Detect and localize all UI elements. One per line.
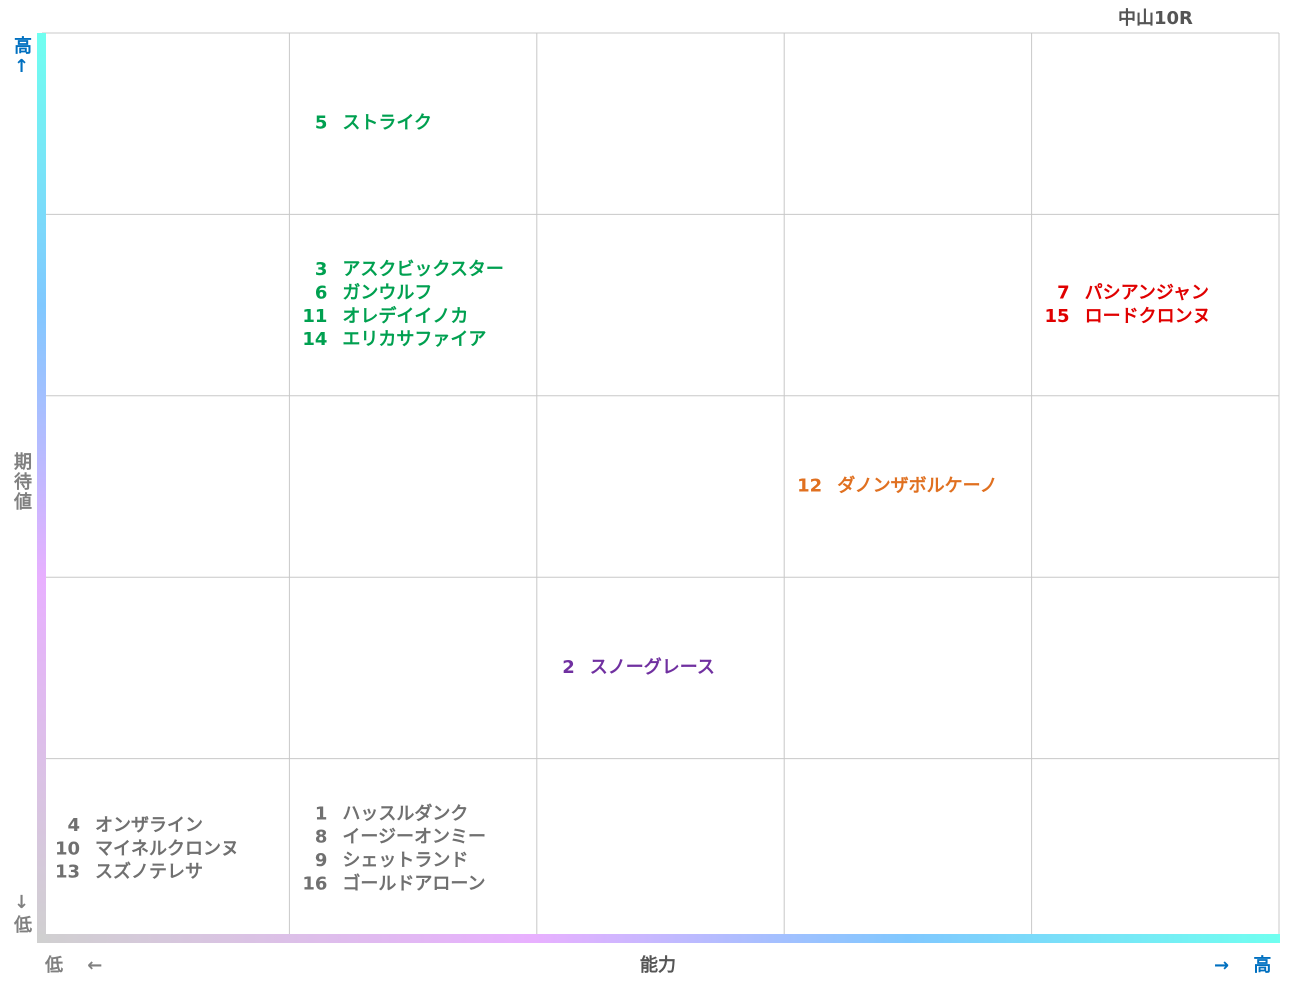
- y-axis-low: ↓低: [11, 892, 32, 935]
- entry-number: 2: [562, 657, 575, 678]
- title: 中山10R: [1118, 8, 1193, 29]
- entry-name: ガンウルフ: [342, 282, 432, 303]
- x-axis-label: 能力: [640, 955, 676, 976]
- entry-name: マイネルクロンヌ: [95, 838, 239, 859]
- entry-name: イージーオンミー: [342, 827, 486, 848]
- entry-number: 6: [315, 282, 328, 303]
- y-axis-bar: [37, 33, 46, 942]
- grid-lines: [41, 32, 1280, 941]
- entry-number: 4: [67, 815, 80, 836]
- entry-number: 12: [797, 476, 822, 497]
- y-axis-high: 高↑: [11, 36, 32, 79]
- entry-name: スズノテレサ: [95, 861, 203, 883]
- entry-name: エリカサファイア: [342, 329, 486, 350]
- entry-number: 5: [315, 113, 328, 134]
- y-axis-label: 期待値: [11, 452, 32, 512]
- entry-name: シェットランド: [342, 850, 468, 871]
- entry-number: 8: [315, 827, 328, 848]
- entry-number: 11: [302, 306, 327, 327]
- x-axis-bar: [37, 934, 1280, 943]
- entry-name: スノーグレース: [590, 656, 715, 678]
- entry-name: ストライク: [342, 113, 432, 134]
- entry-number: 3: [315, 259, 328, 280]
- entry-number: 14: [302, 329, 327, 350]
- entry-name: ゴールドアローン: [342, 872, 485, 894]
- entry-name: アスクビックスター: [342, 259, 503, 280]
- entry-name: ハッスルダンク: [342, 802, 468, 824]
- entry-number: 7: [1057, 282, 1070, 303]
- x-axis-low: 低 ←: [45, 955, 103, 976]
- entry-name: パシアンジャン: [1085, 282, 1209, 303]
- entry-number: 1: [315, 803, 328, 824]
- entry-name: ダノンザボルケーノ: [837, 475, 997, 497]
- entry-number: 13: [55, 862, 80, 883]
- entry-name: オレデイイノカ: [342, 305, 468, 327]
- entry-number: 16: [302, 873, 327, 894]
- entry-number: 10: [55, 838, 80, 859]
- entry-number: 9: [315, 850, 328, 871]
- entry-name: オンザライン: [95, 815, 203, 836]
- entry-name: ロードクロンヌ: [1085, 306, 1211, 327]
- entry-number: 15: [1045, 306, 1070, 327]
- x-axis-high: → 高: [1214, 955, 1272, 976]
